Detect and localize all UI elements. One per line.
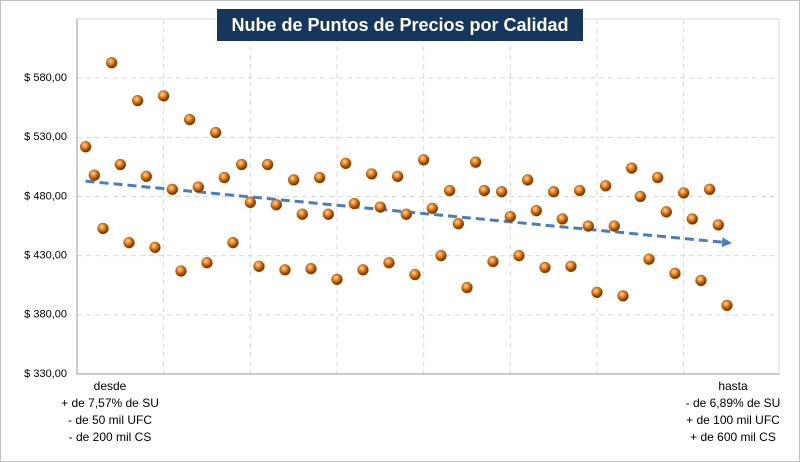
point — [695, 274, 707, 287]
right-note: + de 600 mil CS — [690, 430, 776, 444]
point — [79, 141, 92, 153]
point — [539, 261, 551, 274]
point — [617, 290, 629, 302]
point — [175, 265, 187, 277]
point — [400, 208, 413, 220]
point — [313, 171, 326, 184]
point — [149, 241, 161, 254]
y-tick-label: $ 380,00 — [24, 309, 67, 321]
point — [573, 184, 586, 197]
left-note: - de 200 mil CS — [69, 430, 152, 444]
point — [348, 197, 361, 210]
point — [651, 171, 664, 184]
right-note: + de 100 mil UFC — [686, 413, 780, 427]
point — [279, 264, 291, 276]
point — [383, 257, 395, 269]
point — [157, 90, 170, 102]
point — [469, 156, 482, 168]
point — [114, 158, 127, 171]
point — [218, 171, 231, 184]
point — [201, 257, 213, 269]
point — [686, 213, 699, 225]
point — [443, 184, 456, 197]
point — [452, 217, 465, 230]
point — [409, 268, 421, 281]
point — [504, 210, 517, 223]
point — [608, 220, 621, 232]
left-note: desde — [94, 379, 127, 393]
point — [721, 299, 733, 312]
point — [565, 260, 577, 273]
point — [339, 157, 352, 170]
point — [253, 260, 265, 273]
point — [270, 199, 283, 211]
y-tick-label: $ 480,00 — [24, 190, 67, 202]
point — [374, 201, 387, 213]
point — [331, 273, 343, 286]
point — [357, 264, 369, 276]
point — [123, 236, 135, 249]
point — [140, 170, 153, 183]
point — [478, 184, 491, 197]
point — [183, 113, 196, 126]
point — [677, 187, 690, 199]
left-note: + de 7,57% de SU — [61, 396, 159, 410]
point — [261, 158, 274, 171]
point — [660, 206, 673, 218]
point — [88, 169, 101, 181]
right-note: hasta — [718, 379, 748, 393]
point — [461, 281, 473, 294]
point — [391, 170, 404, 183]
point — [166, 183, 179, 196]
point — [365, 168, 378, 180]
point — [235, 158, 248, 171]
left-note: - de 50 mil UFC — [68, 413, 152, 427]
point — [305, 262, 317, 275]
point — [417, 154, 430, 166]
point — [287, 174, 300, 186]
point — [712, 219, 725, 231]
point — [244, 196, 257, 209]
plot-area: $ 330,00 $ 380,00 $ 430,00 $ 480,00 $ 530,00… — [24, 18, 780, 380]
point — [643, 253, 655, 265]
point — [591, 286, 603, 299]
point — [495, 186, 508, 198]
point — [599, 180, 612, 192]
point — [97, 222, 109, 235]
point — [426, 202, 439, 215]
y-tick-label: $ 580,00 — [24, 72, 67, 84]
point — [556, 213, 569, 225]
point — [625, 162, 638, 174]
point — [192, 181, 205, 193]
point — [634, 190, 647, 203]
point — [703, 183, 716, 196]
point — [669, 267, 681, 280]
point — [227, 236, 239, 249]
y-tick-label: $ 430,00 — [24, 250, 67, 262]
point — [530, 204, 543, 217]
point — [131, 94, 144, 107]
y-tick-label: $ 330,00 — [24, 368, 67, 380]
point — [582, 220, 595, 232]
point — [296, 208, 309, 220]
point — [322, 208, 335, 220]
point — [487, 255, 499, 268]
point — [521, 174, 534, 186]
chart-title: Nube de Puntos de Precios por Calidad — [231, 15, 568, 35]
y-tick-label: $ 530,00 — [24, 131, 67, 143]
point — [209, 126, 222, 139]
point — [547, 186, 560, 198]
point — [105, 57, 118, 69]
point — [435, 249, 447, 262]
point — [513, 249, 525, 262]
right-note: - de 6,89% de SU — [686, 396, 781, 410]
title-box — [217, 9, 583, 41]
